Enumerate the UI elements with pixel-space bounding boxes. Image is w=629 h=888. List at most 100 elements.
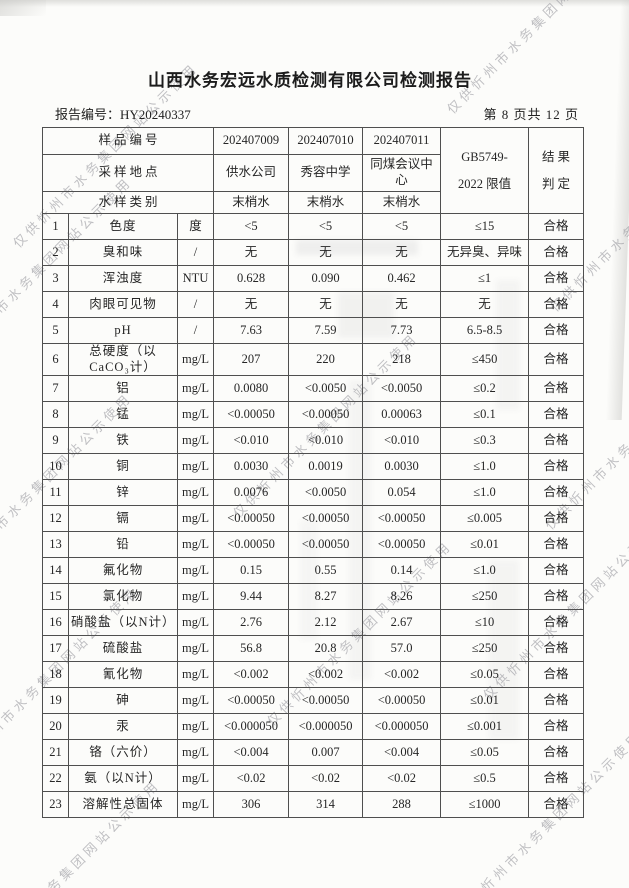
- param-name: 总硬度（以CaCO₃计）: [68, 342, 178, 377]
- limit-value: ≤0.05: [440, 661, 530, 689]
- param-name: 铝: [68, 375, 178, 403]
- sample2-value: 0.007: [288, 739, 364, 767]
- header-row-location: 采样地点 供水公司 秀容中学 同煤会议中心: [41, 154, 584, 192]
- param-name: 铅: [68, 531, 178, 559]
- sampling-location-2: 秀容中学: [288, 154, 364, 192]
- sample2-value: 8.27: [288, 583, 364, 611]
- param-name: 锰: [68, 401, 178, 429]
- row-number: 16: [42, 609, 69, 637]
- sample2-value: <0.02: [288, 765, 364, 793]
- table-row: 1 色度度 <5 <5 <5 ≤15 合格: [42, 213, 585, 240]
- param-name: 氰化物: [68, 661, 178, 689]
- param-name: 硫酸盐: [68, 635, 178, 663]
- sample1-value: <0.010: [213, 427, 290, 455]
- result-value: 合格: [528, 583, 585, 611]
- param-name: 铬（六价）: [68, 739, 178, 767]
- limit-value: ≤0.05: [440, 739, 530, 767]
- param-name: 臭和味: [68, 239, 178, 266]
- results-table-body: 1 色度度 <5 <5 <5 ≤15 合格 2 臭和味 / 无无无无异臭、异味 合格 3 浑浊度 NTU 0.…: [42, 213, 585, 819]
- sample2-value: 0.090: [288, 265, 364, 292]
- sample3-value: 0.14: [362, 557, 442, 585]
- sample2-value: 314: [288, 791, 364, 819]
- row-number: 17: [42, 635, 69, 663]
- param-unit: /: [176, 317, 215, 344]
- table-row: 3 浑浊度 NTU 0.628 0.090 0.462 ≤1 合格: [42, 265, 585, 292]
- param-unit: 度: [176, 213, 215, 240]
- sample3-value: <0.0050: [362, 375, 442, 403]
- limit-value: ≤0.2: [440, 375, 530, 403]
- result-value: 合格: [528, 505, 585, 533]
- scan-edge-right: [605, 0, 629, 420]
- param-unit: mg/L: [176, 557, 215, 585]
- scan-edge-top: [0, 0, 629, 7]
- table-row: 20 汞 mg/L <0.000050 <0.000050 <0.000050 ≤0.001…: [42, 713, 585, 741]
- sample1-value: <0.002: [213, 661, 290, 689]
- row-number: 14: [42, 557, 69, 585]
- sample2-value: <0.002: [288, 661, 364, 689]
- sample1-value: 0.0080: [213, 375, 290, 403]
- sample1-value: 306: [213, 791, 290, 819]
- result-value: 合格: [528, 531, 585, 559]
- row-number: 12: [42, 505, 69, 533]
- sample3-value: 57.0: [362, 635, 442, 663]
- sample3-value: 0.462: [362, 265, 442, 292]
- sample1-value: 56.8: [213, 635, 290, 663]
- row-number: 5: [42, 317, 69, 344]
- result-value: 合格: [528, 239, 585, 266]
- table-row: 22 氨（以N计） mg/L <0.02 <0.02 <0.02 ≤0.5 合格: [42, 765, 585, 793]
- table-row: 23 溶解性总固体 mg/L 306 314 288 ≤1000 合格: [42, 791, 585, 819]
- result-value: 合格: [528, 739, 585, 767]
- param-name: 肉眼可见物: [68, 291, 178, 318]
- limit-value: ≤0.5: [440, 765, 530, 793]
- table-row: 19 砷 mg/L <0.00050 <0.00050 <0.00050 ≤0.01 合格: [42, 687, 585, 715]
- sample1-value: <0.004: [213, 739, 290, 767]
- sample1-value: 无: [213, 239, 290, 266]
- result-value: 合格: [528, 317, 585, 344]
- sample1-value: <0.00050: [213, 401, 290, 429]
- sample2-value: 2.12: [288, 609, 364, 637]
- sample3-value: <0.002: [362, 661, 442, 689]
- row-number: 22: [42, 765, 69, 793]
- row-number: 1: [42, 213, 69, 240]
- limit-value: ≤0.005: [440, 505, 530, 533]
- sample3-value: 7.73: [362, 317, 442, 344]
- result-value: 合格: [528, 375, 585, 403]
- table-row: 11 锌 mg/L 0.0076 <0.0050 0.054 ≤1.0 合格: [42, 479, 585, 507]
- sample1-value: <5: [213, 213, 290, 240]
- sample1-value: 0.628: [213, 265, 290, 292]
- header-row-water-type: 水样类别 末梢水 末梢水 末梢水: [41, 191, 584, 214]
- limit-value: ≤450: [440, 342, 530, 377]
- limit-value: ≤10: [440, 609, 530, 637]
- water-type-3: 末梢水: [362, 191, 442, 214]
- table-row: 17 硫酸盐 mg/L 56.8 20.8 57.0 ≤250 合格: [42, 635, 585, 663]
- sample2-value: 220: [288, 342, 364, 377]
- row-number: 15: [42, 583, 69, 611]
- page-number-info: 第 8 页共 12 页: [483, 107, 579, 122]
- param-name: 铜: [68, 453, 178, 481]
- limit-value: ≤1.0: [440, 479, 530, 507]
- param-unit: mg/L: [176, 765, 215, 793]
- param-unit: mg/L: [176, 791, 215, 819]
- sample3-value: 288: [362, 791, 442, 819]
- sample2-value: <0.00050: [288, 505, 364, 533]
- sample3-value: <0.004: [362, 739, 442, 767]
- param-unit: mg/L: [176, 713, 215, 741]
- sample3-value: 0.00063: [362, 401, 442, 429]
- row-number: 20: [42, 713, 69, 741]
- table-row: 8 锰 mg/L <0.00050 <0.00050 0.00063 ≤0.1 合格: [42, 401, 585, 429]
- result-value: 合格: [528, 342, 585, 377]
- param-unit: mg/L: [176, 687, 215, 715]
- sample1-value: 无: [213, 291, 290, 318]
- result-header-line1: 结果: [542, 149, 574, 164]
- sample3-value: <0.02: [362, 765, 442, 793]
- row-number: 19: [42, 687, 69, 715]
- limit-header-line1: GB5749-: [461, 149, 508, 164]
- limit-value: ≤0.3: [440, 427, 530, 455]
- result-value: 合格: [528, 453, 585, 481]
- result-column-header: 结果 判定: [528, 127, 585, 214]
- param-name: 浑浊度: [68, 265, 178, 292]
- param-unit: mg/L: [176, 531, 215, 559]
- limit-value: ≤15: [440, 213, 530, 240]
- sample1-value: 0.0030: [213, 453, 290, 481]
